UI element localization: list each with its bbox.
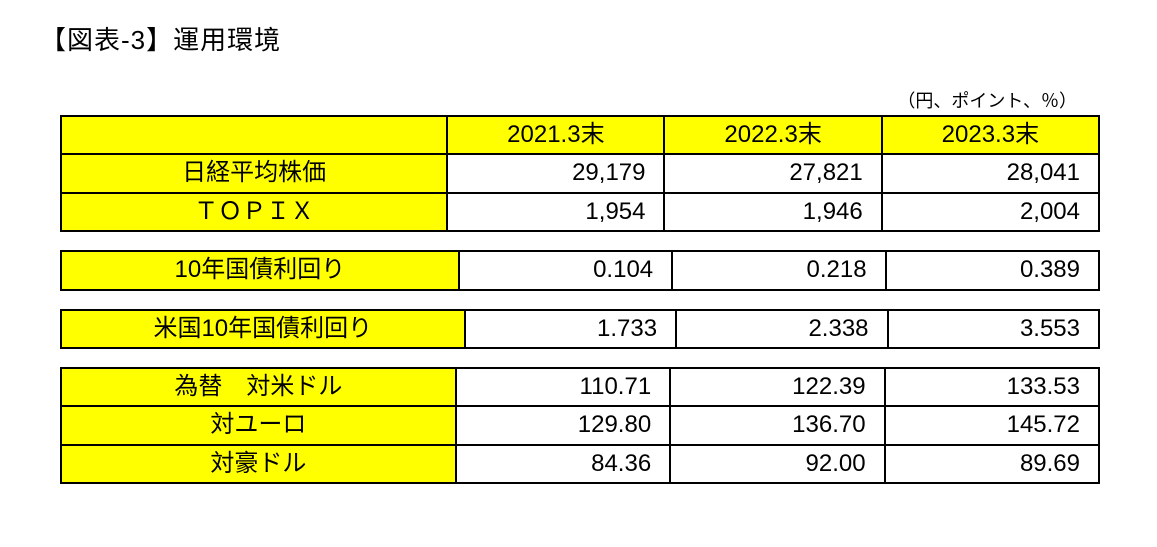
value-cell: 29,179 <box>447 154 664 192</box>
table-row: 対ユーロ129.80136.70145.72 <box>61 406 1099 444</box>
value-cell: 84.36 <box>456 445 670 483</box>
group-spacer <box>40 349 1117 367</box>
row-label: 日経平均株価 <box>61 154 447 192</box>
table-header-row: 2021.3末2022.3末2023.3末 <box>61 116 1099 154</box>
data-table: 米国10年国債利回り1.7332.3383.553 <box>60 309 1100 349</box>
table-row: 米国10年国債利回り1.7332.3383.553 <box>61 310 1099 348</box>
value-cell: 3.553 <box>888 310 1099 348</box>
group-spacer <box>40 232 1117 250</box>
group-spacer <box>40 291 1117 309</box>
row-label: 米国10年国債利回り <box>61 310 465 348</box>
value-cell: 89.69 <box>885 445 1099 483</box>
value-cell: 2.338 <box>676 310 887 348</box>
row-label: 対ユーロ <box>61 406 456 444</box>
header-blank-cell <box>61 116 447 154</box>
column-header: 2021.3末 <box>447 116 664 154</box>
row-label: 為替 対米ドル <box>61 368 456 406</box>
value-cell: 136.70 <box>670 406 884 444</box>
row-label: 対豪ドル <box>61 445 456 483</box>
value-cell: 122.39 <box>670 368 884 406</box>
data-table: 2021.3末2022.3末2023.3末日経平均株価29,17927,8212… <box>60 115 1100 232</box>
value-cell: 92.00 <box>670 445 884 483</box>
table-row: ＴＯＰＩＸ1,9541,9462,004 <box>61 193 1099 231</box>
value-cell: 0.389 <box>886 251 1099 289</box>
data-table: 10年国債利回り0.1040.2180.389 <box>60 250 1100 290</box>
value-cell: 0.104 <box>459 251 672 289</box>
unit-note: （円、ポイント、％） <box>40 87 1117 113</box>
column-header: 2022.3末 <box>664 116 881 154</box>
value-cell: 0.218 <box>672 251 885 289</box>
value-cell: 28,041 <box>882 154 1099 192</box>
value-cell: 133.53 <box>885 368 1099 406</box>
tables-container: 2021.3末2022.3末2023.3末日経平均株価29,17927,8212… <box>40 115 1117 484</box>
value-cell: 27,821 <box>664 154 881 192</box>
row-label: ＴＯＰＩＸ <box>61 193 447 231</box>
column-header: 2023.3末 <box>882 116 1099 154</box>
value-cell: 110.71 <box>456 368 670 406</box>
data-table: 為替 対米ドル110.71122.39133.53対ユーロ129.80136.7… <box>60 367 1100 484</box>
table-row: 為替 対米ドル110.71122.39133.53 <box>61 368 1099 406</box>
value-cell: 1,954 <box>447 193 664 231</box>
table-row: 対豪ドル84.3692.0089.69 <box>61 445 1099 483</box>
table-row: 日経平均株価29,17927,82128,041 <box>61 154 1099 192</box>
row-label: 10年国債利回り <box>61 251 459 289</box>
table-row: 10年国債利回り0.1040.2180.389 <box>61 251 1099 289</box>
value-cell: 129.80 <box>456 406 670 444</box>
figure-title: 【図表-3】運用環境 <box>40 20 1117 57</box>
value-cell: 1.733 <box>465 310 676 348</box>
value-cell: 1,946 <box>664 193 881 231</box>
value-cell: 145.72 <box>885 406 1099 444</box>
value-cell: 2,004 <box>882 193 1099 231</box>
